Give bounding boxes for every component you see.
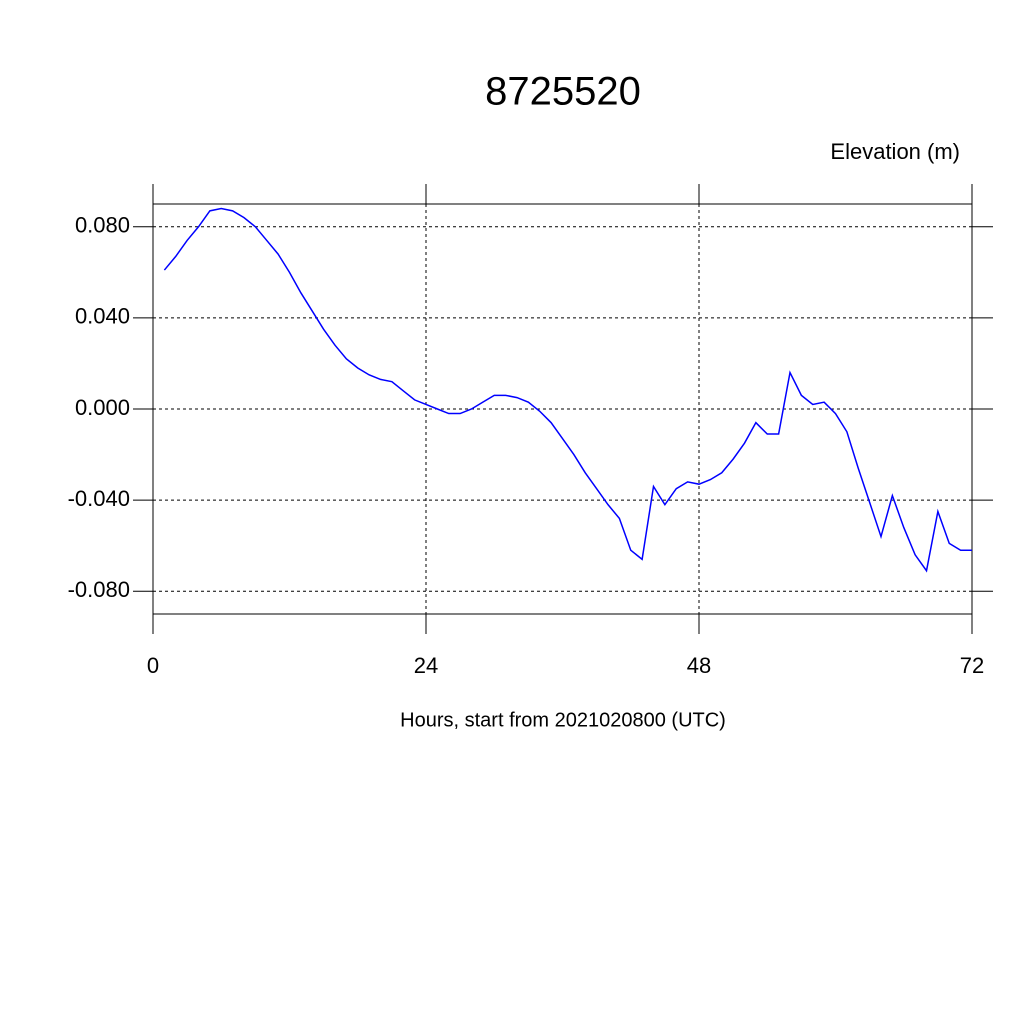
y-tick-label: -0.080 (68, 577, 130, 602)
y-tick-label: 0.000 (75, 395, 130, 420)
y-tick-label: 0.080 (75, 213, 130, 238)
x-tick-label: 48 (687, 653, 711, 678)
y-axis-label: Elevation (m) (830, 139, 960, 164)
y-tick-label: 0.040 (75, 304, 130, 329)
chart-title: 8725520 (485, 70, 641, 114)
plot-frame (152, 203, 973, 615)
x-tick-label: 72 (960, 653, 984, 678)
x-axis-label: Hours, start from 2021020800 (UTC) (400, 709, 726, 731)
y-tick-label: -0.040 (68, 486, 130, 511)
data-line (163, 207, 972, 573)
x-tick-label: 24 (414, 653, 438, 678)
x-tick-label: 0 (147, 653, 159, 678)
